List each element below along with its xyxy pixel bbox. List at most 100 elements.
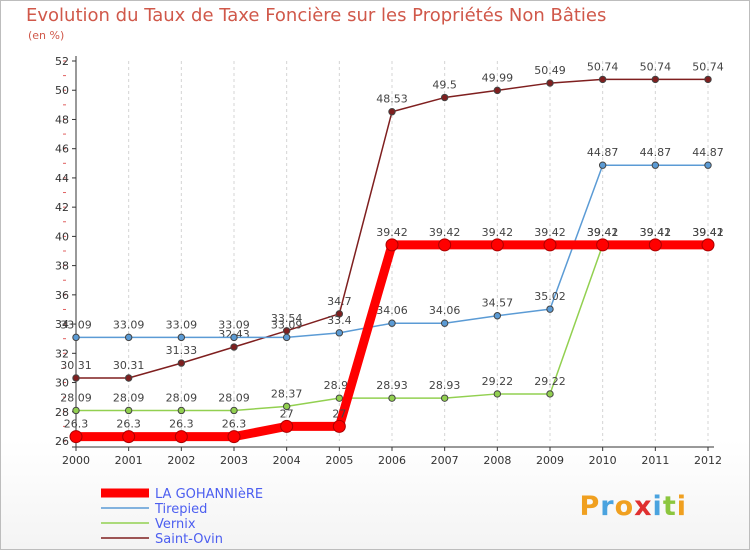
data-point xyxy=(546,305,554,313)
data-point xyxy=(335,329,344,337)
data-point xyxy=(648,238,662,252)
data-label: 28.09 xyxy=(113,391,145,404)
logo-letter: o xyxy=(614,491,635,522)
data-label: 33.4 xyxy=(327,314,352,327)
data-label: 50.74 xyxy=(587,60,619,73)
data-label: 28.09 xyxy=(166,391,198,404)
data-point xyxy=(493,312,502,320)
y-tick-label-40: 40 xyxy=(55,230,69,243)
x-tick-label-2000: 2000 xyxy=(62,454,90,467)
logo-letter: r xyxy=(600,491,615,522)
y-tick-label-28: 28 xyxy=(55,406,69,419)
data-point xyxy=(651,161,660,169)
data-label: 28.37 xyxy=(271,387,303,400)
logo-letter: i xyxy=(652,491,663,522)
data-point xyxy=(388,394,396,402)
data-label: 39.42 xyxy=(429,226,461,239)
y-tick-label-30: 30 xyxy=(55,377,69,390)
data-label: 26.3 xyxy=(64,418,89,431)
x-tick-label-2009: 2009 xyxy=(536,454,564,467)
logo-letter: x xyxy=(634,491,653,522)
data-point xyxy=(493,86,502,95)
data-point xyxy=(440,93,449,102)
data-point xyxy=(124,333,133,342)
data-label: 50.49 xyxy=(534,64,566,77)
data-label: 39.42 xyxy=(482,226,514,239)
data-label: 28.93 xyxy=(376,379,408,392)
data-label: 33.09 xyxy=(271,318,303,331)
logo-letter: P xyxy=(579,491,601,522)
x-tick-label-2006: 2006 xyxy=(378,454,406,467)
data-point xyxy=(177,359,186,367)
data-point xyxy=(332,419,346,433)
data-point xyxy=(72,406,80,415)
data-point xyxy=(282,402,291,411)
data-label: 39.42 xyxy=(587,226,619,239)
data-point xyxy=(335,394,344,402)
series-la-gohanni-re: 26.3 26.3 26.3 26.3 27 27 39.42 39.42 39.42 39.42… xyxy=(64,226,724,444)
y-tick-label-46: 46 xyxy=(55,143,69,156)
legend-label-2: Tirepied xyxy=(154,502,207,517)
y-tick-label-52: 52 xyxy=(55,55,69,68)
x-tick-label-2012: 2012 xyxy=(694,454,722,467)
logo-letter: i xyxy=(676,491,687,522)
data-label: 33.09 xyxy=(113,318,145,331)
data-point xyxy=(490,238,504,252)
proxiti-logo: Proxiti xyxy=(579,491,687,522)
data-point xyxy=(704,75,712,84)
y-tick-label-44: 44 xyxy=(55,172,69,185)
data-label: 34.57 xyxy=(482,297,514,310)
data-label: 39.41 xyxy=(692,226,724,239)
x-tick-label-2010: 2010 xyxy=(589,454,617,467)
data-label: 30.31 xyxy=(60,359,92,372)
data-point xyxy=(69,430,83,444)
data-label: 39.41 xyxy=(587,226,619,239)
data-label: 34.7 xyxy=(327,295,352,308)
x-tick-label-2004: 2004 xyxy=(273,454,301,467)
data-point xyxy=(598,161,607,169)
data-label: 33.54 xyxy=(271,312,303,325)
data-label: 26.3 xyxy=(169,418,194,431)
data-point xyxy=(72,333,80,342)
data-label: 34.06 xyxy=(376,304,408,317)
data-point xyxy=(335,310,344,318)
data-label: 29.22 xyxy=(482,375,514,388)
x-tick-label-2001: 2001 xyxy=(115,454,143,467)
data-label: 33.09 xyxy=(60,318,92,331)
data-label: 44.87 xyxy=(692,146,724,159)
data-point xyxy=(388,108,396,116)
data-point xyxy=(388,319,396,327)
data-point xyxy=(546,79,554,87)
chart-title: Evolution du Taux de Taxe Foncière sur l… xyxy=(26,5,607,26)
data-point xyxy=(230,343,238,351)
legend-label-1: LA GOHANNIèRE xyxy=(155,487,263,502)
data-label: 28.09 xyxy=(60,391,92,404)
data-label: 33.09 xyxy=(218,318,250,331)
data-label: 44.87 xyxy=(640,146,672,159)
data-point xyxy=(440,394,449,402)
series-tirepied: 33.09 33.09 33.09 33.09 33.09 33.4 34.06 34.06 3… xyxy=(60,146,724,342)
x-tick-label-2011: 2011 xyxy=(641,454,669,467)
data-label: 28.93 xyxy=(429,379,461,392)
x-tick-label-2008: 2008 xyxy=(483,454,511,467)
data-point xyxy=(704,161,712,169)
data-point xyxy=(122,430,136,444)
data-point xyxy=(598,75,607,84)
legend-label-4: Saint-Ovin xyxy=(155,532,223,547)
data-point xyxy=(543,238,557,252)
x-tick-label-2005: 2005 xyxy=(325,454,353,467)
chart-subtitle: (en %) xyxy=(28,29,65,42)
data-point xyxy=(230,406,238,415)
y-tick-label-36: 36 xyxy=(55,289,69,302)
data-label: 28.09 xyxy=(218,391,250,404)
data-label: 39.42 xyxy=(640,226,672,239)
data-label: 50.74 xyxy=(640,60,672,73)
data-label: 31.33 xyxy=(166,344,198,357)
data-point xyxy=(701,238,715,252)
data-label: 30.31 xyxy=(113,359,145,372)
logo-letter: t xyxy=(662,491,677,522)
data-label: 26.3 xyxy=(116,418,141,431)
data-label: 39.41 xyxy=(640,226,672,239)
data-point xyxy=(124,374,133,382)
